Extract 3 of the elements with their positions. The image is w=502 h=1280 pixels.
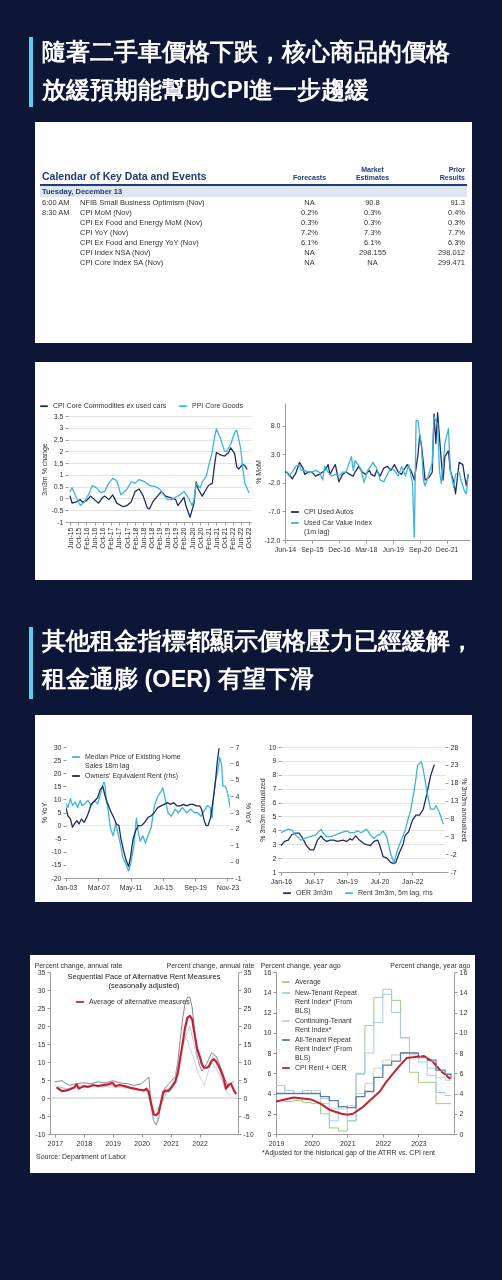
- text: Calendar of Key Data and Events: [40, 166, 278, 185]
- text: 其他租金指標都顯示價格壓力已經緩解，租金通膨 (OER) 有望下滑: [42, 627, 474, 694]
- text: 隨著二手車價格下跌，核心商品的價格放緩預期能幫助CPI進一步趨緩: [42, 38, 451, 105]
